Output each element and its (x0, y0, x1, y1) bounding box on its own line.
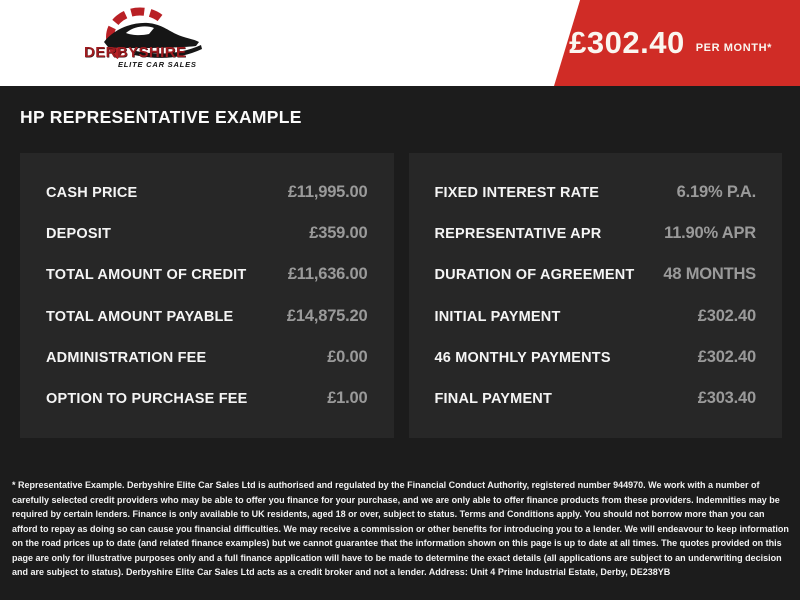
finance-row: FINAL PAYMENT £303.40 (435, 389, 757, 408)
finance-row-value: £11,995.00 (287, 183, 368, 202)
finance-row: OPTION TO PURCHASE FEE £1.00 (46, 389, 368, 408)
representative-example-disclaimer: * Representative Example. Derbyshire Eli… (12, 480, 789, 577)
finance-row-label: OPTION TO PURCHASE FEE (46, 390, 248, 407)
finance-row: CASH PRICE £11,995.00 (46, 183, 368, 202)
finance-row-value: 11.90% APR (664, 224, 756, 243)
finance-row-label: DURATION OF AGREEMENT (434, 267, 635, 284)
monthly-price-banner: £302.40 PER MONTH* (554, 0, 800, 86)
page-title: HP REPRESENTATIVE EXAMPLE (20, 107, 302, 127)
finance-row: TOTAL AMOUNT PAYABLE £14,875.20 (46, 307, 368, 326)
logo-tagline-text: ELITE CAR SALES (118, 60, 197, 69)
finance-row: REPRESENTATIVE APR 11.90% APR (435, 224, 757, 243)
finance-row-label: FIXED INTEREST RATE (434, 185, 600, 202)
finance-row-label: TOTAL AMOUNT PAYABLE (46, 308, 234, 325)
dealer-logo: DERBYSHIRE ELITE CAR SALES (84, 6, 214, 80)
finance-row-value: 6.19% P.A. (676, 183, 757, 202)
finance-row-value: £303.40 (697, 388, 756, 407)
finance-row-label: 46 MONTHLY PAYMENTS (434, 349, 611, 366)
car-logo-icon (104, 7, 202, 60)
finance-row-value: £1.00 (327, 388, 368, 407)
finance-row-label: CASH PRICE (46, 185, 138, 202)
monthly-price-amount: £302.40 (569, 25, 685, 60)
finance-row-label: FINAL PAYMENT (434, 390, 553, 407)
finance-row-value: £14,875.20 (286, 306, 368, 325)
finance-row-label: TOTAL AMOUNT OF CREDIT (46, 267, 247, 284)
monthly-price-suffix: PER MONTH* (695, 42, 772, 54)
finance-row-label: DEPOSIT (46, 226, 112, 243)
finance-row-label: INITIAL PAYMENT (434, 308, 561, 325)
logo-brand-text: DERBYSHIRE (84, 44, 187, 61)
finance-row-value: £11,636.00 (287, 265, 368, 284)
finance-row-value: £0.00 (327, 347, 368, 366)
finance-row-value: £359.00 (309, 224, 368, 243)
finance-row: ADMINISTRATION FEE £0.00 (46, 348, 368, 367)
finance-row: TOTAL AMOUNT OF CREDIT £11,636.00 (46, 265, 368, 284)
finance-row: FIXED INTEREST RATE 6.19% P.A. (435, 183, 757, 202)
finance-panel-left: CASH PRICE £11,995.00 DEPOSIT £359.00 TO… (20, 153, 394, 438)
finance-panel-right: FIXED INTEREST RATE 6.19% P.A. REPRESENT… (408, 153, 782, 438)
finance-row-value: £302.40 (697, 347, 756, 366)
finance-panels: CASH PRICE £11,995.00 DEPOSIT £359.00 TO… (20, 153, 782, 438)
finance-row: 46 MONTHLY PAYMENTS £302.40 (435, 348, 757, 367)
header-bar: DERBYSHIRE ELITE CAR SALES £302.40 PER M… (0, 0, 800, 86)
finance-row-label: REPRESENTATIVE APR (434, 226, 602, 243)
finance-row: DURATION OF AGREEMENT 48 MONTHS (435, 265, 757, 284)
finance-row: DEPOSIT £359.00 (46, 224, 368, 243)
finance-row-value: 48 MONTHS (663, 265, 756, 284)
finance-row: INITIAL PAYMENT £302.40 (435, 307, 757, 326)
finance-row-value: £302.40 (697, 306, 756, 325)
finance-row-label: ADMINISTRATION FEE (46, 349, 207, 366)
